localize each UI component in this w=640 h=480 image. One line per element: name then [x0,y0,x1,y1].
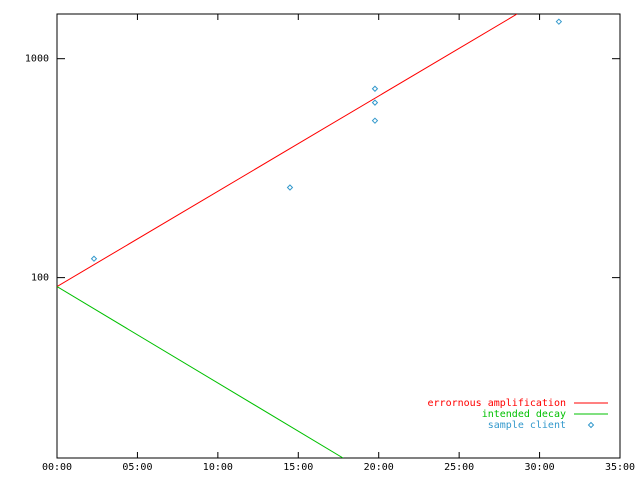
x-tick-label: 25:00 [444,462,474,473]
x-tick-label: 10:00 [203,462,233,473]
legend-label: errornous amplification [428,398,566,409]
y-tick-label: 100 [31,273,49,284]
series-line [57,286,344,458]
legend-label: intended decay [482,409,566,420]
series-line [57,14,518,288]
legend-label: sample client [488,420,566,431]
data-point [286,184,294,191]
plot-frame [56,13,621,459]
x-tick-label: 30:00 [525,462,555,473]
data-point [371,99,379,106]
x-tick-label: 15:00 [283,462,313,473]
data-point [371,117,379,124]
x-tick-label: 05:00 [122,462,152,473]
data-point [90,255,98,262]
legend-swatch [587,421,595,429]
data-point [555,18,563,25]
x-tick-label: 00:00 [42,462,72,473]
x-tick-label: 20:00 [364,462,394,473]
data-point [371,85,379,92]
x-tick-label: 35:00 [605,462,635,473]
y-tick-label: 1000 [25,54,49,65]
